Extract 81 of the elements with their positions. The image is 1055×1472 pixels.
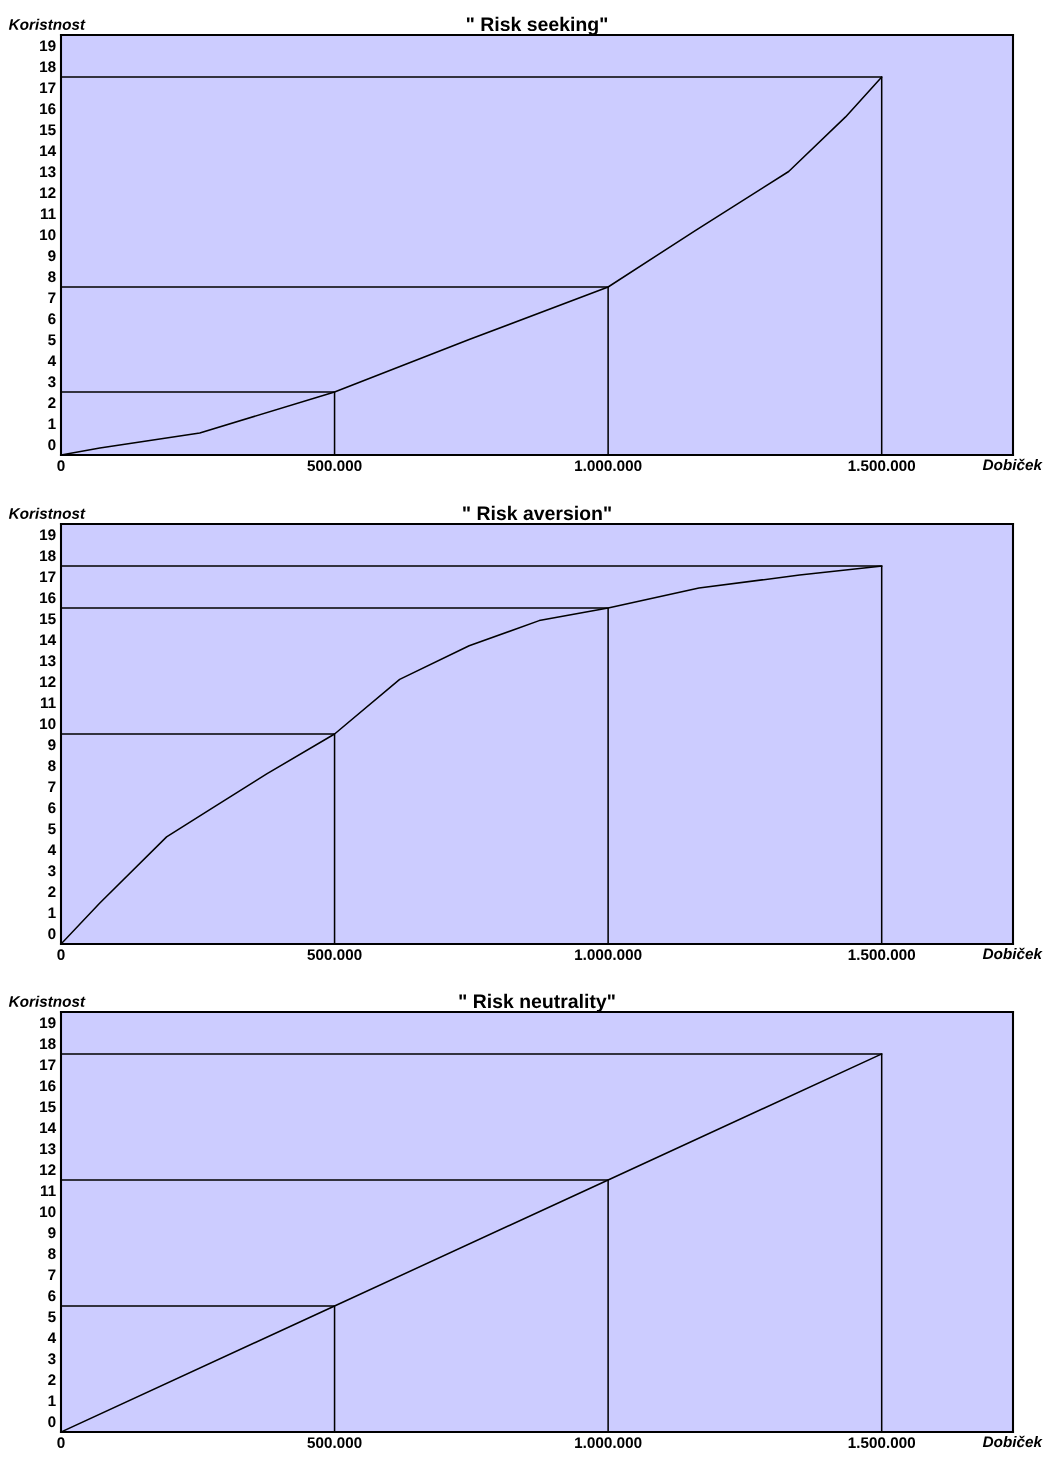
x-axis-title: Dobiček [982, 458, 1043, 471]
y-tick-label: 4 [47, 1332, 57, 1344]
y-tick-label: 7 [48, 292, 56, 304]
x-tick-label: 1.000.000 [575, 949, 642, 961]
y-tick-label: 11 [40, 208, 56, 220]
y-tick-label: 1 [48, 1395, 56, 1407]
x-tick-label: 500.000 [307, 949, 362, 961]
y-tick-label: 9 [48, 250, 56, 262]
chart-title: " Risk seeking" [466, 16, 608, 35]
y-tick-label: 0 [48, 928, 56, 940]
y-tick-label: 18 [40, 1038, 56, 1050]
x-tick-label: 1.500.000 [848, 460, 916, 472]
y-tick-label: 8 [48, 760, 56, 772]
y-tick-label: 11 [40, 697, 56, 709]
x-axis-title: Dobiček [982, 1435, 1043, 1448]
y-axis-title: Koristnost [8, 18, 86, 30]
y-tick-label: 2 [48, 886, 56, 898]
y-tick-label: 13 [40, 655, 56, 667]
y-tick-label: 8 [48, 1248, 56, 1260]
y-tick-label: 15 [40, 124, 56, 136]
y-tick-label: 9 [48, 1227, 56, 1239]
y-axis-title: Koristnost [8, 507, 86, 519]
y-tick-label: 17 [40, 1059, 56, 1071]
y-tick-label: 11 [40, 1185, 56, 1197]
x-tick-label: 0 [57, 460, 65, 472]
y-tick-label: 18 [40, 61, 56, 73]
y-tick-label: 6 [48, 802, 56, 814]
y-tick-label: 7 [48, 781, 56, 793]
y-tick-label: 4 [47, 355, 57, 367]
y-tick-label: 16 [40, 1080, 56, 1092]
y-tick-label: 0 [48, 1416, 56, 1428]
y-tick-label: 14 [40, 145, 57, 157]
y-tick-label: 7 [48, 1269, 56, 1281]
chart-title: " Risk aversion" [463, 505, 611, 521]
x-tick-label: 500.000 [307, 1437, 362, 1449]
x-tick-label: 500.000 [307, 460, 362, 472]
x-tick-label: 1.500.000 [848, 1437, 916, 1449]
y-axis-title: Koristnost [8, 995, 86, 1007]
y-tick-label: 3 [47, 376, 56, 388]
y-tick-label: 4 [47, 844, 57, 856]
y-tick-label: 16 [40, 103, 56, 115]
y-tick-label: 5 [48, 823, 56, 835]
y-tick-label: 2 [48, 1374, 56, 1386]
y-tick-label: 12 [40, 187, 56, 199]
y-tick-label: 9 [48, 739, 56, 751]
y-tick-label: 19 [40, 529, 56, 541]
x-tick-label: 0 [57, 949, 65, 961]
y-tick-label: 5 [48, 1311, 56, 1323]
y-tick-label: 8 [48, 271, 56, 283]
x-tick-label: 1.000.000 [575, 1437, 642, 1449]
y-tick-label: 13 [40, 1143, 56, 1155]
y-tick-label: 1 [48, 907, 56, 919]
y-tick-label: 14 [40, 634, 57, 646]
y-tick-label: 3 [47, 865, 56, 877]
y-tick-label: 1 [48, 418, 56, 430]
x-axis-title: Dobiček [982, 947, 1043, 960]
y-tick-label: 6 [48, 313, 56, 325]
y-tick-label: 2 [48, 397, 56, 409]
y-tick-label: 19 [40, 1017, 56, 1029]
x-tick-label: 1.000.000 [575, 460, 642, 472]
y-tick-label: 12 [40, 676, 56, 688]
y-tick-label: 10 [40, 1206, 56, 1218]
y-tick-label: 16 [40, 592, 56, 604]
y-tick-label: 18 [40, 550, 56, 562]
x-tick-label: 1.500.000 [848, 949, 916, 961]
y-tick-label: 17 [40, 571, 56, 583]
y-tick-label: 17 [40, 82, 56, 94]
y-tick-label: 15 [40, 1101, 56, 1113]
chart-title: " Risk neutrality" [459, 993, 615, 1012]
y-tick-label: 0 [48, 439, 56, 451]
y-tick-label: 13 [40, 166, 56, 178]
y-tick-label: 14 [40, 1122, 57, 1134]
y-tick-label: 6 [48, 1290, 56, 1302]
y-tick-label: 15 [40, 613, 56, 625]
y-tick-label: 3 [47, 1353, 56, 1365]
y-tick-label: 19 [40, 40, 56, 52]
y-tick-label: 5 [48, 334, 56, 346]
y-tick-label: 10 [40, 229, 56, 241]
y-tick-label: 12 [40, 1164, 56, 1176]
y-tick-label: 10 [40, 718, 56, 730]
x-tick-label: 0 [57, 1437, 65, 1449]
